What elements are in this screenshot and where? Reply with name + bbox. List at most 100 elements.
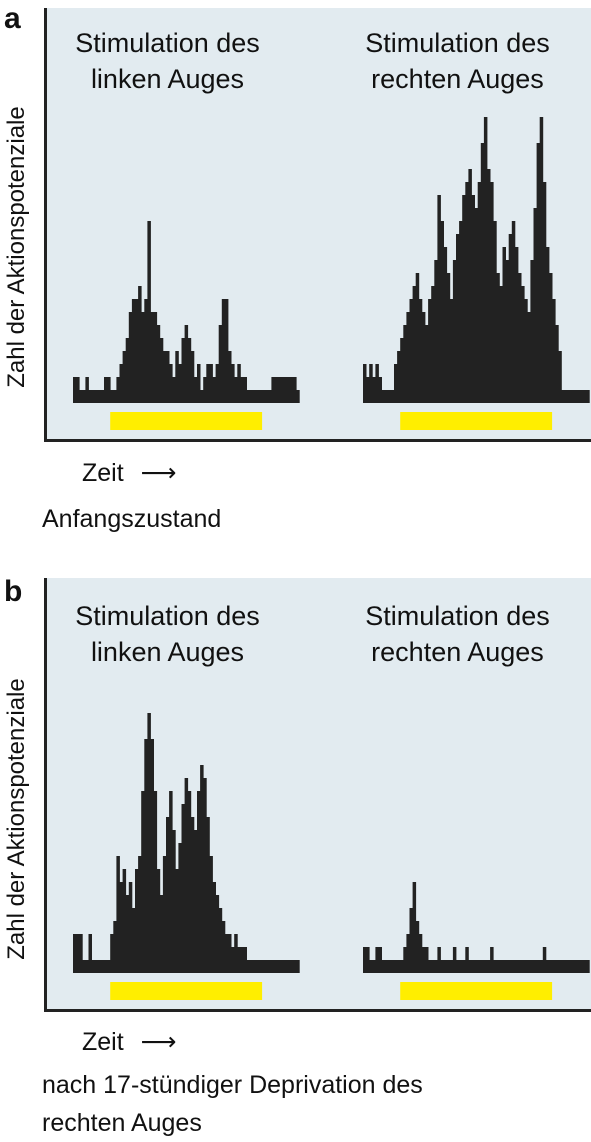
histogram-bar [197, 791, 201, 973]
stimulus-bar [400, 412, 553, 430]
histogram-bar [524, 299, 528, 403]
histogram-bar [172, 377, 176, 403]
histogram-bar [471, 195, 475, 403]
histogram-bar [240, 947, 244, 973]
histogram-bar [418, 934, 423, 973]
histogram-bar [259, 390, 263, 403]
histogram-bar [76, 377, 80, 403]
histogram-bar [381, 390, 386, 403]
histogram-bar [421, 947, 426, 973]
histogram-bar [384, 960, 389, 973]
histogram-bar [555, 960, 559, 973]
histogram-bar [172, 830, 176, 973]
histogram-bar [290, 960, 294, 973]
histogram-bar [549, 273, 553, 403]
histogram-bar [573, 960, 578, 973]
histogram-bar [397, 960, 401, 973]
histogram-bar [542, 182, 547, 403]
histogram-bar [159, 895, 164, 973]
histogram-bar [200, 765, 204, 973]
histogram-bar [493, 960, 497, 973]
histogram-bar [259, 960, 263, 973]
histogram-bar [280, 960, 285, 973]
histogram-bar [206, 817, 210, 973]
histogram-bar [79, 934, 83, 973]
histogram-bar [421, 312, 426, 403]
histogram-bar [480, 960, 485, 973]
histogram-bar [184, 778, 189, 973]
histogram-bar [406, 312, 410, 403]
histogram-bar [249, 390, 254, 403]
histogram-bar [91, 390, 96, 403]
title-left-line1: Stimulation des [75, 601, 260, 631]
histogram-bar [116, 377, 120, 403]
histogram-bar [527, 960, 531, 973]
histogram-bar [459, 960, 463, 973]
histogram-bar [394, 364, 398, 403]
histogram-bar [437, 947, 441, 973]
histogram-bar [418, 299, 423, 403]
histogram-bar [212, 882, 216, 973]
histogram-bar [286, 377, 291, 403]
histogram-bar [122, 869, 127, 973]
histogram-bar [107, 377, 111, 403]
histogram-bar [511, 221, 516, 403]
histogram-bar [218, 908, 223, 973]
histogram-bar [150, 312, 154, 403]
histogram-bar [141, 791, 145, 973]
histogram-bar [468, 169, 472, 403]
panel-letter-b: b [4, 575, 23, 608]
histogram-bar [508, 234, 513, 403]
histogram-bar [397, 351, 401, 403]
histogram-bar [181, 338, 185, 403]
histogram-bar [255, 960, 260, 973]
histogram-bar [496, 273, 500, 403]
histogram-bar [474, 208, 479, 403]
histogram-bar [193, 377, 198, 403]
plot-area-b [44, 578, 591, 1012]
histogram-bar [100, 960, 105, 973]
histogram-bar [570, 390, 575, 403]
histogram-bar [400, 338, 404, 403]
histogram-bar [255, 390, 260, 403]
histogram-bar [477, 182, 482, 403]
histogram-bar [94, 390, 99, 403]
histogram-bar [521, 286, 525, 403]
histogram-bar [224, 934, 229, 973]
histogram-bar [131, 908, 136, 973]
histogram-bar [221, 921, 226, 973]
histogram-bar [533, 208, 537, 403]
histogram-bar [372, 960, 376, 973]
histogram-bar [545, 960, 550, 973]
histogram-bar [246, 960, 251, 973]
histogram-bar [483, 960, 488, 973]
histogram-bar [85, 377, 89, 403]
histogram-bar [153, 791, 158, 973]
histogram-bar [533, 960, 537, 973]
histogram-bar [561, 390, 565, 403]
histogram-bar [203, 377, 207, 403]
histogram-bar [452, 260, 457, 403]
histogram-bar [104, 960, 108, 973]
histogram-bar [378, 947, 382, 973]
histogram-bar [573, 390, 578, 403]
histogram-bar [209, 364, 213, 403]
histogram-bar [79, 390, 83, 403]
histogram-bar [234, 934, 238, 973]
histogram-bar [169, 364, 173, 403]
histogram-bar [97, 390, 102, 403]
histogram-bar [215, 895, 220, 973]
histogram-bar [545, 247, 550, 403]
title-right-line2: rechten Auges [371, 637, 544, 667]
histogram-bar [280, 377, 285, 403]
histogram-bar [403, 947, 407, 973]
histogram-bar [94, 960, 99, 973]
title-right-eye-a: Stimulation des rechten Auges [350, 25, 565, 97]
histogram-bar [431, 286, 435, 403]
histogram-bar [477, 960, 482, 973]
histogram-bar [375, 364, 379, 403]
histogram-bar [184, 325, 189, 403]
histogram-bar [440, 221, 444, 403]
histogram-bar [552, 960, 556, 973]
caption-line-2: rechten Auges [42, 1109, 202, 1137]
